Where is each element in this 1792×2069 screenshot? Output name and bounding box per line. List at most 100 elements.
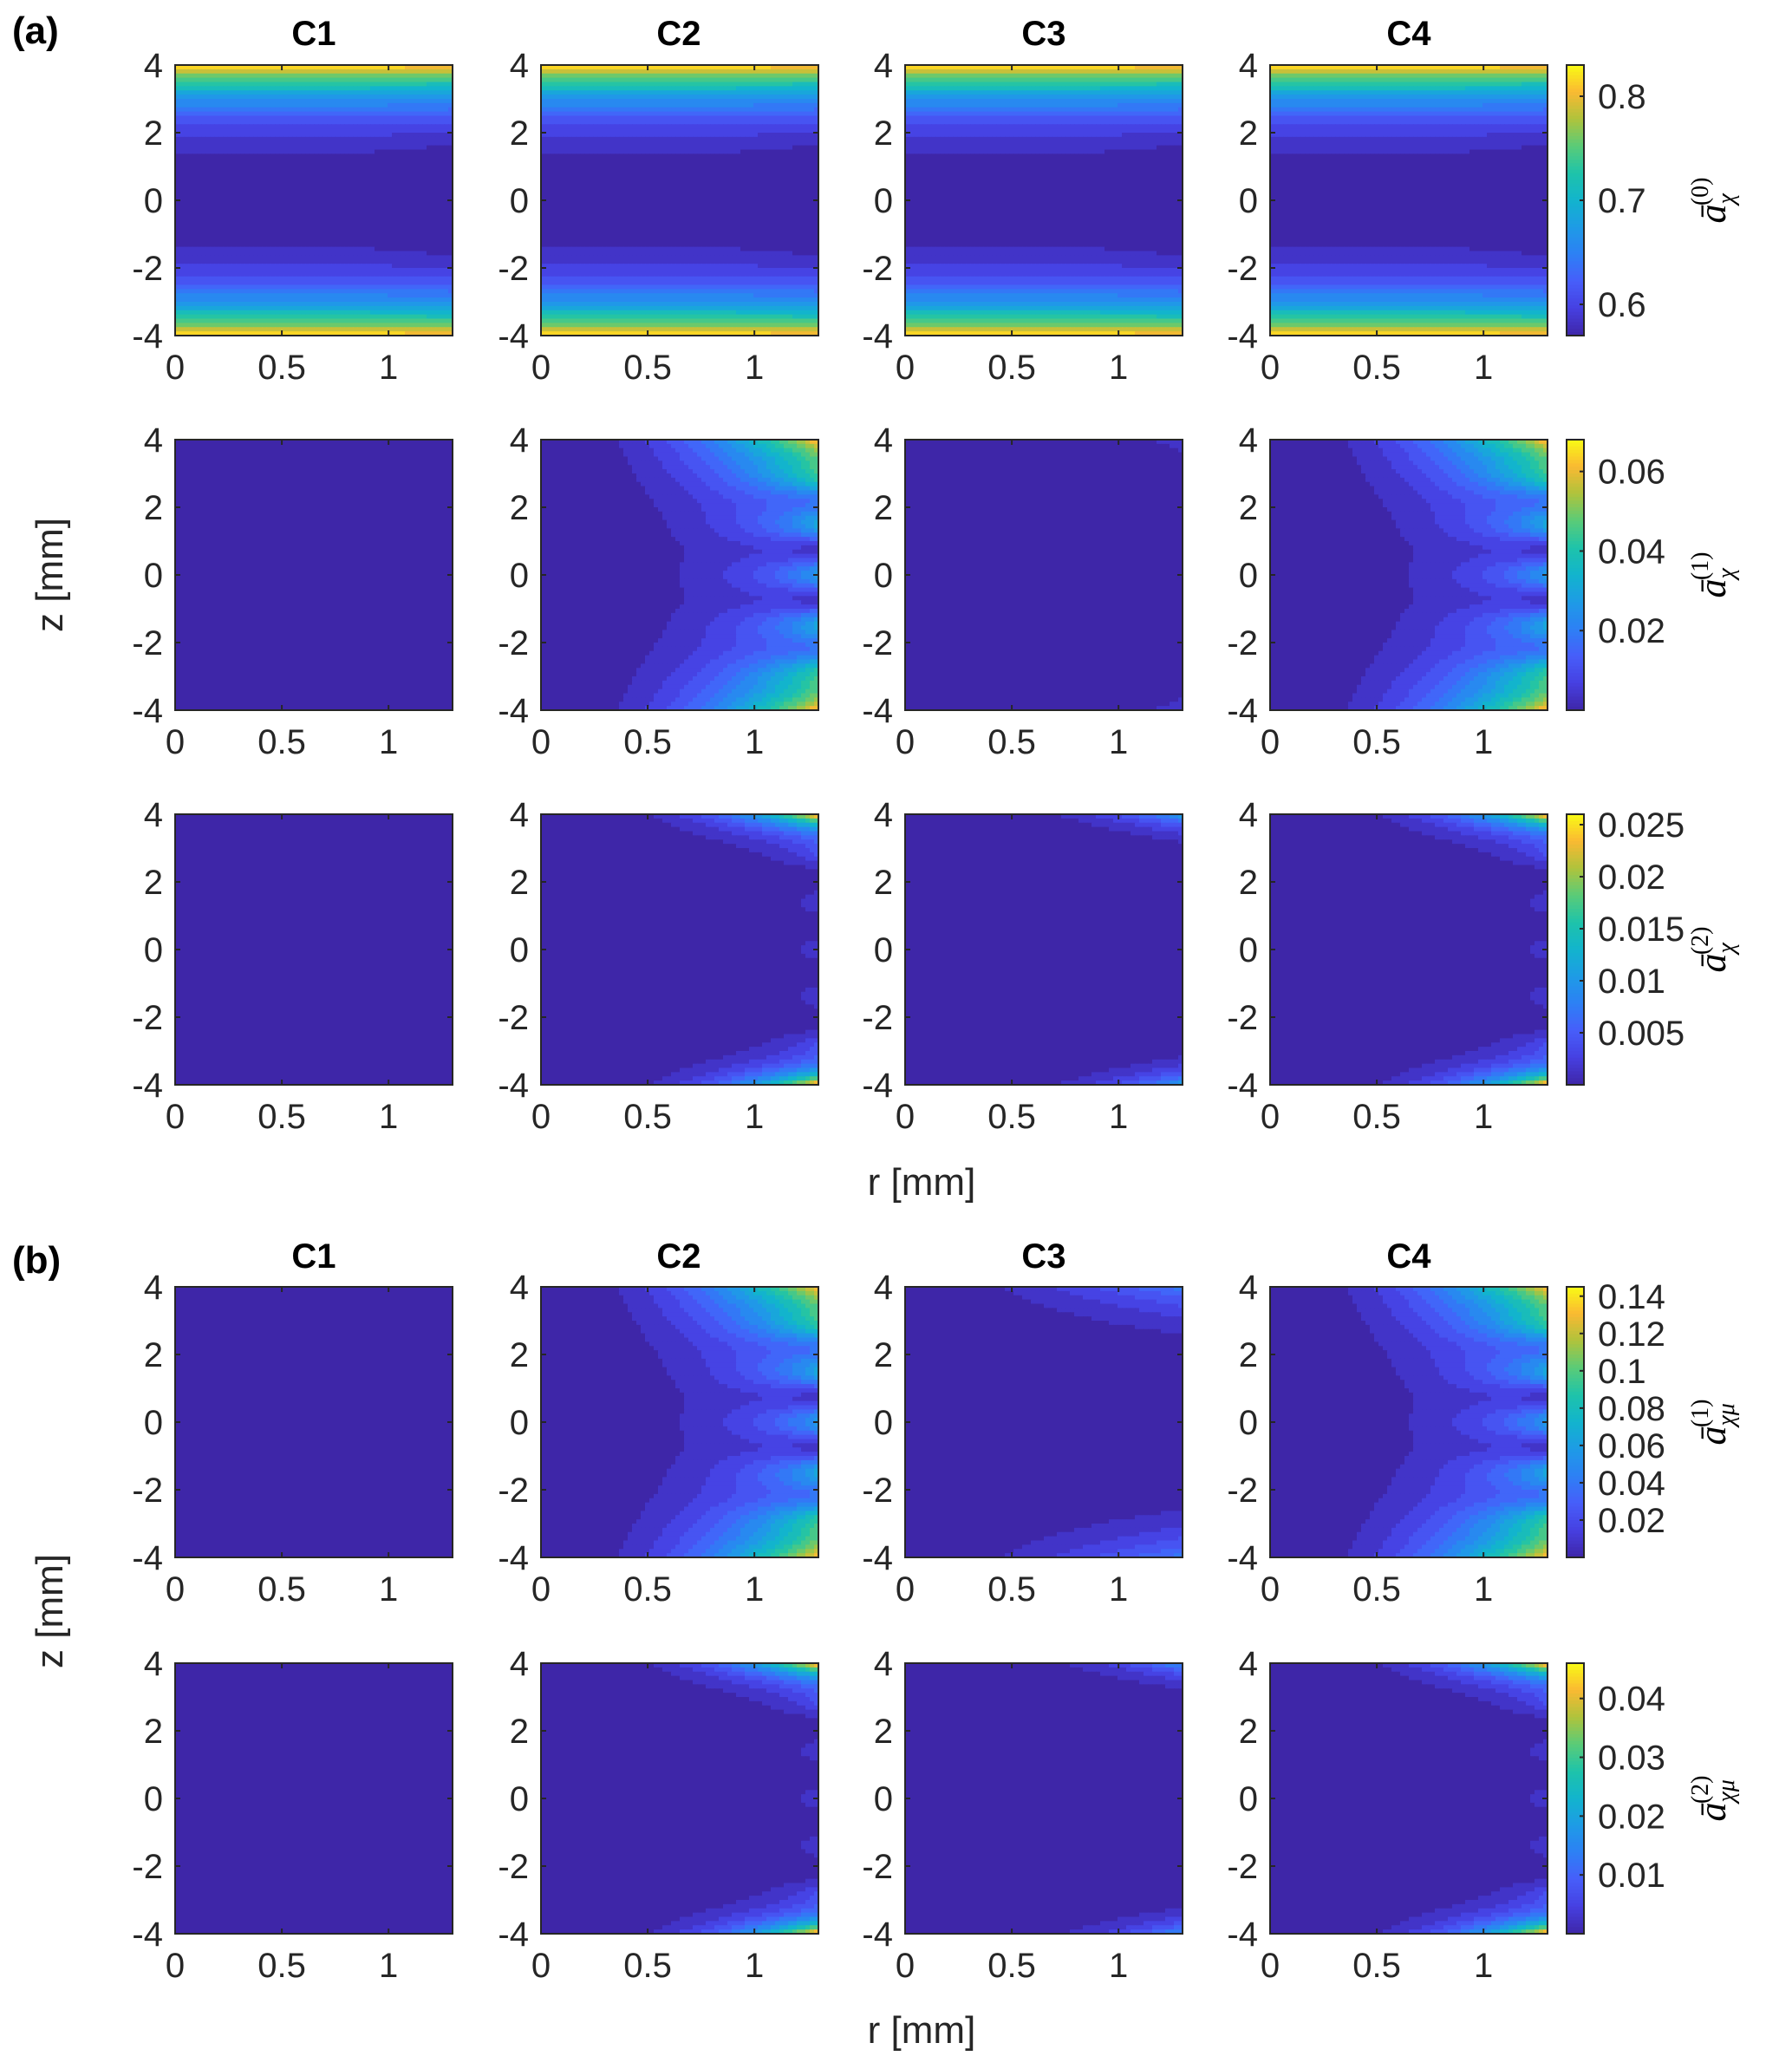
heatmap-cell xyxy=(405,192,410,196)
heatmap-cell xyxy=(240,69,245,74)
heatmap-cell xyxy=(244,192,250,196)
heatmap-cell xyxy=(379,103,384,108)
heatmap-cell xyxy=(240,137,245,141)
heatmap-cell xyxy=(184,90,189,95)
heatmap-cell xyxy=(340,86,345,90)
heatmap-cell xyxy=(383,179,388,184)
heatmap-cell xyxy=(210,128,215,133)
heatmap-cell xyxy=(414,150,419,154)
heatmap-cell xyxy=(314,112,319,116)
heatmap-cell xyxy=(253,200,258,205)
heatmap-cell xyxy=(296,133,302,137)
heatmap-cell xyxy=(301,137,306,141)
heatmap-cell xyxy=(310,99,315,103)
heatmap-cell xyxy=(310,120,315,124)
heatmap-cell xyxy=(362,78,367,82)
heatmap-cell xyxy=(296,192,302,196)
heatmap-cell xyxy=(253,120,258,124)
heatmap-cell xyxy=(336,153,341,158)
heatmap-cell xyxy=(357,99,362,103)
heatmap-cell xyxy=(253,179,258,184)
heatmap-cell xyxy=(262,146,267,150)
heatmap-cell xyxy=(422,120,427,124)
heatmap-cell xyxy=(227,146,232,150)
heatmap-cell xyxy=(396,196,401,200)
heatmap-cell xyxy=(240,86,245,90)
heatmap-cell xyxy=(244,137,250,141)
heatmap-cell xyxy=(270,74,276,78)
heatmap-cell xyxy=(184,184,189,188)
heatmap-cell xyxy=(344,133,349,137)
heatmap-cell xyxy=(188,78,193,82)
heatmap-cell xyxy=(314,82,319,87)
heatmap-cell xyxy=(244,108,250,112)
heatmap-cell xyxy=(336,95,341,99)
heatmap-cell xyxy=(231,128,237,133)
heatmap-cell xyxy=(283,146,289,150)
heatmap-cell xyxy=(379,120,384,124)
heatmap-cell xyxy=(184,171,189,175)
heatmap-cell xyxy=(422,108,427,112)
heatmap-cell xyxy=(218,103,224,108)
heatmap-cell xyxy=(375,187,380,192)
heatmap-cell xyxy=(231,74,237,78)
heatmap-cell xyxy=(422,78,427,82)
heatmap-cell xyxy=(418,171,423,175)
heatmap-cell xyxy=(249,86,254,90)
heatmap-cell xyxy=(283,153,289,158)
heatmap-cell xyxy=(184,116,189,121)
heatmap-cell xyxy=(205,187,211,192)
heatmap-cell xyxy=(357,116,362,121)
heatmap-cell xyxy=(275,146,280,150)
heatmap-cell xyxy=(366,74,371,78)
heatmap-cell xyxy=(440,120,445,124)
heatmap-cell xyxy=(253,108,258,112)
heatmap-cell xyxy=(227,187,232,192)
heatmap-cell xyxy=(418,184,423,188)
heatmap-cell xyxy=(253,128,258,133)
heatmap-cell xyxy=(357,120,362,124)
heatmap-cell xyxy=(305,128,310,133)
heatmap-cell xyxy=(375,74,380,78)
heatmap-cell xyxy=(236,171,241,175)
heatmap-cell xyxy=(188,184,193,188)
heatmap-cell xyxy=(344,86,349,90)
heatmap-cell xyxy=(236,162,241,166)
heatmap-cell xyxy=(336,187,341,192)
heatmap-cell xyxy=(244,95,250,99)
heatmap-cell xyxy=(435,78,440,82)
heatmap-cell xyxy=(310,141,315,146)
heatmap-cell xyxy=(379,162,384,166)
heatmap-cell xyxy=(331,78,336,82)
heatmap-cell xyxy=(366,128,371,133)
heatmap-cell xyxy=(179,112,185,116)
heatmap-cell xyxy=(366,82,371,87)
heatmap-cell xyxy=(440,192,445,196)
heatmap-cell xyxy=(379,187,384,192)
heatmap-cell xyxy=(205,133,211,137)
heatmap-cell xyxy=(214,74,219,78)
heatmap-cell xyxy=(266,69,271,74)
heatmap-cell xyxy=(288,184,293,188)
heatmap-cell xyxy=(401,153,406,158)
heatmap-cell xyxy=(305,108,310,112)
heatmap-cell xyxy=(201,162,206,166)
heatmap-cell xyxy=(296,69,302,74)
heatmap-cell xyxy=(223,74,228,78)
heatmap-cell xyxy=(396,150,401,154)
heatmap-cell xyxy=(231,116,237,121)
heatmap-cell xyxy=(223,175,228,179)
heatmap-cell xyxy=(362,120,367,124)
heatmap-cell xyxy=(375,95,380,99)
heatmap-cell xyxy=(440,69,445,74)
heatmap-cell xyxy=(323,166,328,171)
heatmap-cell xyxy=(236,128,241,133)
heatmap-cell xyxy=(362,184,367,188)
heatmap-cell xyxy=(370,90,375,95)
heatmap-cell xyxy=(249,187,254,192)
heatmap-cell xyxy=(331,124,336,128)
heatmap-cell xyxy=(362,99,367,103)
heatmap-cell xyxy=(292,74,297,78)
heatmap-cell xyxy=(266,175,271,179)
heatmap-cell xyxy=(383,171,388,175)
